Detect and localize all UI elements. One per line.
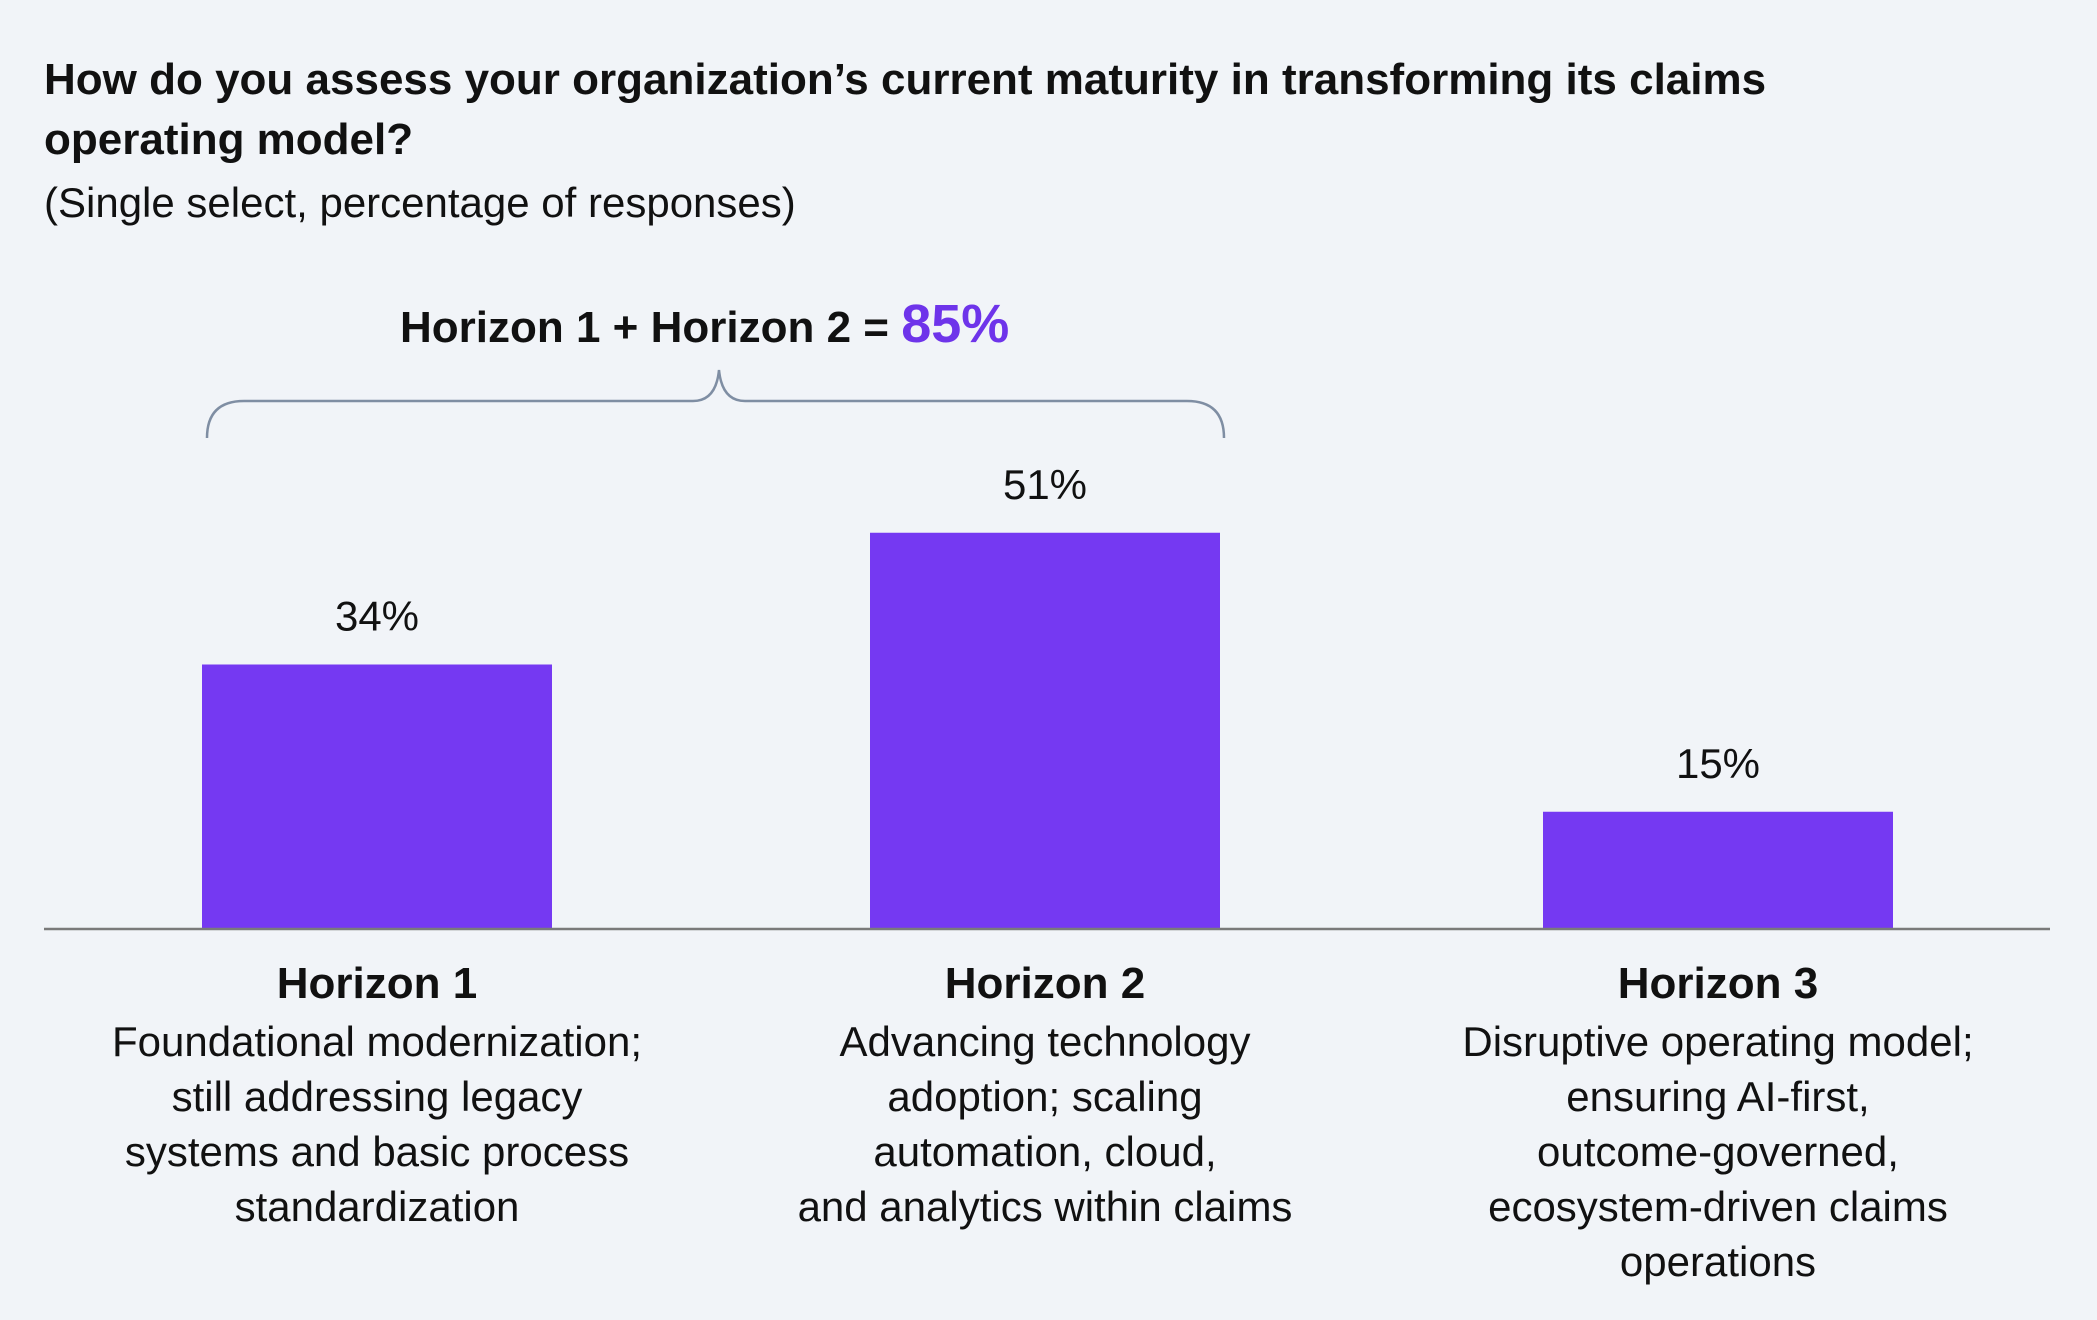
category-horizon-1: Horizon 1 Foundational modernization; st… [77, 954, 677, 1234]
description-line: adoption; scaling [887, 1073, 1203, 1120]
category-title: Horizon 3 [1617, 959, 1819, 1008]
data-label: 34% [335, 593, 419, 640]
summary-label: Horizon 1 + Horizon 2 = [400, 303, 889, 352]
chart-title: How do you assess your organization’s cu… [44, 55, 1767, 164]
bar-horizon-1 [202, 664, 552, 928]
description-line: Advancing technology [839, 1018, 1251, 1065]
data-label: 15% [1676, 740, 1760, 787]
category-title: Horizon 2 [944, 959, 1146, 1008]
category-description: Disruptive operating model; ensuring AI-… [1418, 1014, 2018, 1289]
summary-annotation: Horizon 1 + Horizon 2 = 85% [400, 294, 1009, 358]
bracket-brace [205, 369, 1226, 439]
category-title: Horizon 1 [276, 959, 478, 1008]
category-description: Foundational modernization; still addres… [77, 1014, 677, 1234]
description-line: Foundational modernization; [111, 1018, 642, 1065]
description-line: still addressing legacy [171, 1073, 583, 1120]
summary-value: 85% [901, 294, 1010, 354]
category-horizon-2: Horizon 2 Advancing technology adoption;… [745, 954, 1345, 1234]
description-line: outcome-governed, [1537, 1128, 1899, 1175]
description-line: automation, cloud, [873, 1128, 1217, 1175]
description-line: ecosystem-driven claims [1488, 1183, 1948, 1230]
description-line: operations [1619, 1238, 1817, 1285]
description-line: and analytics within claims [797, 1183, 1293, 1230]
description-line: Disruptive operating model; [1462, 1018, 1974, 1065]
description-line: standardization [234, 1183, 520, 1230]
chart-subtitle: (Single select, percentage of responses) [44, 179, 796, 226]
data-label: 51% [1003, 461, 1087, 508]
category-description: Advancing technology adoption; scaling a… [745, 1014, 1345, 1234]
bars-layer: 34% 51% 15% [202, 461, 1893, 928]
category-horizon-3: Horizon 3 Disruptive operating model; en… [1418, 954, 2018, 1289]
bar-horizon-2 [870, 532, 1220, 928]
description-line: systems and basic process [124, 1128, 630, 1175]
description-line: ensuring AI-first, [1566, 1073, 1870, 1120]
bar-horizon-3 [1543, 811, 1893, 928]
